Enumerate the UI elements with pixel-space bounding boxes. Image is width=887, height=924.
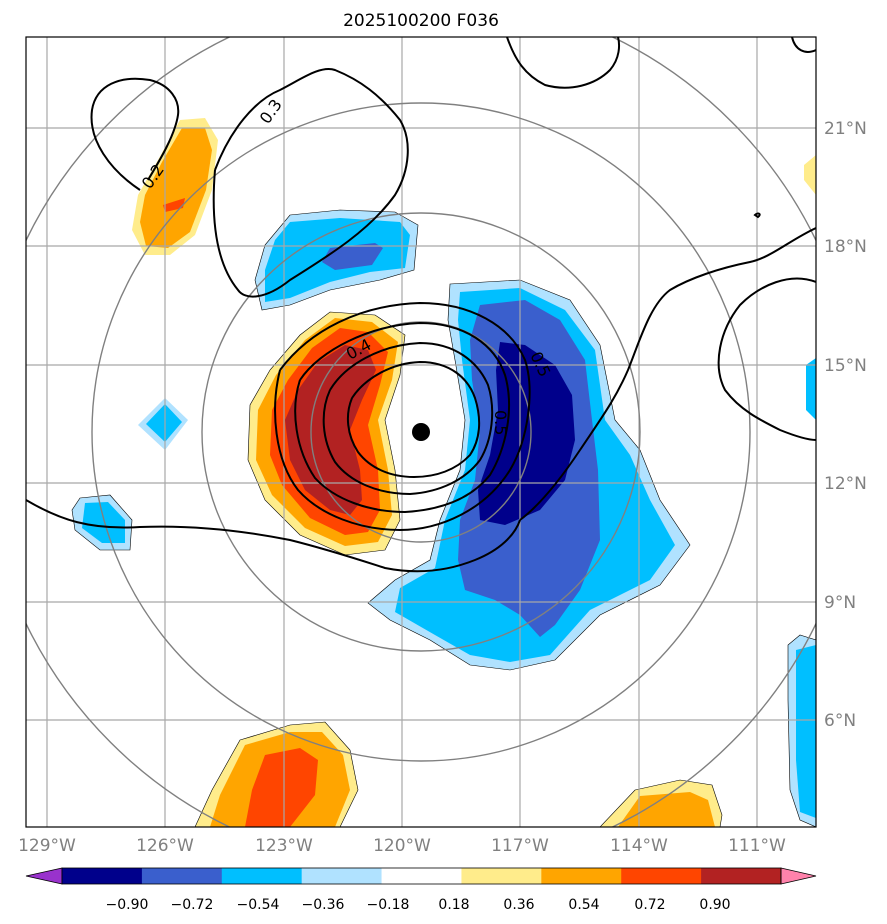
contour-west-low bbox=[26, 499, 521, 573]
lat-axis: 21°N 18°N 15°N 12°N 9°N 6°N bbox=[824, 119, 867, 731]
contour-0.4-outer bbox=[274, 301, 531, 532]
contour-north bbox=[506, 37, 620, 89]
colorbar-segment bbox=[461, 868, 542, 884]
contour-east bbox=[519, 227, 816, 521]
colorbar-label: −0.54 bbox=[237, 897, 280, 913]
lat-label: 12°N bbox=[824, 474, 867, 494]
positive-ne bbox=[804, 155, 816, 195]
colorbar-label: 0.72 bbox=[634, 897, 665, 913]
range-rings bbox=[26, 37, 816, 827]
positive-anomaly-072 bbox=[285, 345, 376, 515]
lon-label: 114°W bbox=[610, 836, 668, 856]
lon-label: 117°W bbox=[491, 836, 549, 856]
lon-label: 123°W bbox=[255, 836, 313, 856]
colorbar-label: 0.54 bbox=[568, 897, 599, 913]
positive-south-core bbox=[245, 748, 318, 827]
contour-east-inner bbox=[717, 277, 816, 441]
colorbar-segment bbox=[701, 868, 782, 884]
colorbar-segments bbox=[25, 867, 817, 885]
colorbar-label: −0.90 bbox=[106, 897, 149, 913]
colorbar-segment bbox=[62, 868, 143, 884]
colorbar-segment bbox=[381, 868, 462, 884]
positive-nw bbox=[140, 128, 212, 248]
lat-label: 21°N bbox=[824, 119, 867, 139]
colorbar-label: 0.36 bbox=[503, 897, 534, 913]
colorbar-label: 0.18 bbox=[438, 897, 469, 913]
colorbar-extend-max bbox=[780, 867, 817, 885]
lon-label: 129°W bbox=[18, 836, 76, 856]
negative-blob-1-core bbox=[146, 404, 182, 442]
lat-label: 9°N bbox=[824, 593, 856, 613]
lat-label: 6°N bbox=[824, 711, 856, 731]
contour-0.2-nw bbox=[90, 77, 180, 191]
colorbar-segment bbox=[221, 868, 303, 884]
contour-ne-corner bbox=[791, 37, 816, 53]
contour-label-0.5-b: 0.5 bbox=[491, 410, 510, 435]
contour-lines bbox=[26, 37, 816, 573]
colorbar-segment bbox=[141, 868, 223, 884]
map-title: 2025100200 F036 bbox=[343, 11, 499, 31]
colorbar-label: −0.36 bbox=[302, 897, 345, 913]
map-frame bbox=[25, 36, 817, 828]
colorbar-extend-min bbox=[25, 867, 63, 885]
colorbar-frame bbox=[61, 867, 782, 885]
lat-label: 18°N bbox=[824, 237, 867, 257]
storm-center-marker bbox=[412, 423, 430, 441]
positive-se bbox=[618, 792, 715, 827]
colorbar-label: 0.90 bbox=[699, 897, 730, 913]
negative-blob-2-core bbox=[82, 502, 125, 543]
lon-label: 126°W bbox=[136, 836, 194, 856]
negative-e bbox=[806, 358, 816, 420]
colorbar: −0.90 −0.72 −0.54 −0.36 −0.18 0.18 0.36 … bbox=[25, 867, 817, 913]
lon-label: 111°W bbox=[728, 836, 786, 856]
map-area: 0.2 0.3 0.4 0.5 0.5 bbox=[26, 37, 816, 827]
contour-0.4 bbox=[294, 321, 511, 514]
lat-label: 15°N bbox=[824, 356, 867, 376]
gridlines bbox=[26, 37, 816, 827]
colorbar-segment bbox=[301, 868, 383, 884]
contour-0.5-outer bbox=[322, 341, 494, 496]
colorbar-label: −0.72 bbox=[171, 897, 214, 913]
lon-axis: 129°W 126°W 123°W 120°W 117°W 114°W 111°… bbox=[18, 836, 786, 856]
contour-small-ne bbox=[753, 212, 761, 219]
negative-se-core bbox=[796, 645, 816, 818]
colorbar-labels: −0.90 −0.72 −0.54 −0.36 −0.18 0.18 0.36 … bbox=[106, 897, 731, 913]
colorbar-segment bbox=[541, 868, 622, 884]
lon-label: 120°W bbox=[373, 836, 431, 856]
contour-0.5 bbox=[346, 360, 481, 479]
contour-0.3 bbox=[212, 68, 409, 298]
negative-anomaly-072 bbox=[478, 342, 575, 525]
colorbar-label: −0.18 bbox=[367, 897, 410, 913]
colorbar-segment bbox=[621, 868, 702, 884]
